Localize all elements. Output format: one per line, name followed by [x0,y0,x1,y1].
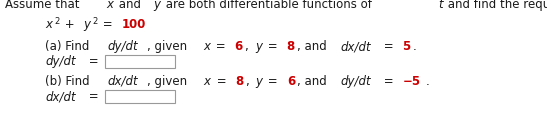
Text: =: = [264,75,282,88]
Text: =: = [380,75,398,88]
Text: (a) Find: (a) Find [45,40,93,53]
Text: y: y [255,40,262,53]
Text: y: y [255,75,263,88]
Text: x: x [203,75,211,88]
Text: dx/dt: dx/dt [340,40,371,53]
Text: y: y [83,18,90,31]
Text: =: = [212,40,230,53]
Text: dx/dt: dx/dt [45,90,75,103]
Text: (b) Find: (b) Find [45,75,94,88]
Text: dy/dt: dy/dt [45,55,75,68]
Text: .: . [413,40,417,53]
Text: 6: 6 [287,75,295,88]
Text: =: = [264,40,281,53]
Text: , and: , and [297,40,330,53]
Text: .: . [426,75,430,88]
Text: 8: 8 [235,75,243,88]
Text: x: x [203,40,210,53]
Text: 8: 8 [287,40,295,53]
Text: , and: , and [298,75,331,88]
Text: dx/dt: dx/dt [107,75,138,88]
Text: ,: , [245,40,253,53]
Text: 6: 6 [235,40,243,53]
Text: x: x [45,18,52,31]
Text: and find the required values of: and find the required values of [444,0,547,11]
Text: =: = [85,90,98,103]
Text: , given: , given [147,40,190,53]
Text: t: t [438,0,443,11]
Text: ,: , [246,75,253,88]
Text: and: and [115,0,145,11]
Text: dy/dt: dy/dt [341,75,371,88]
Text: −5: −5 [403,75,421,88]
Text: x: x [106,0,113,11]
Text: 2: 2 [54,17,59,26]
Text: 2: 2 [92,17,97,26]
Bar [105,90,175,103]
Text: =: = [380,40,397,53]
Text: Assume that: Assume that [5,0,83,11]
Text: =: = [99,18,117,31]
Bar [105,55,175,68]
Text: dy/dt: dy/dt [107,40,138,53]
Text: =: = [213,75,230,88]
Text: y: y [153,0,160,11]
Text: , given: , given [147,75,191,88]
Text: +: + [61,18,78,31]
Text: 100: 100 [121,18,146,31]
Text: 5: 5 [402,40,410,53]
Text: =: = [85,55,98,68]
Text: are both differentiable functions of: are both differentiable functions of [162,0,376,11]
